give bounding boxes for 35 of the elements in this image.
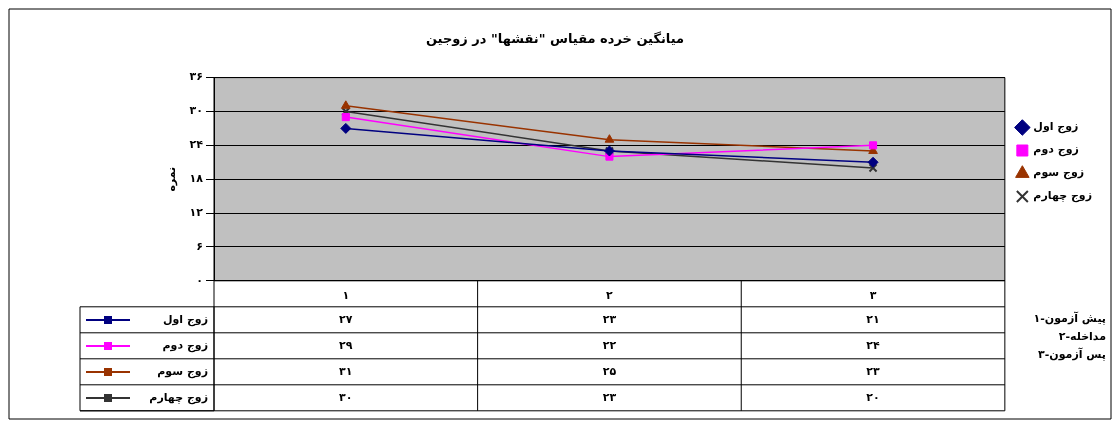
legend-label: زوج سوم [1033,166,1085,181]
y-tick-label: ۳۰ [189,104,203,118]
data-label: ۲۲ [602,338,617,352]
y-tick-label: ۳۶ [189,70,203,84]
text: زوج سوم [157,364,208,378]
data-label: ۲۴ [866,338,881,352]
data-label: ۲۵ [602,364,617,378]
legend-label: زوج چهارم [1033,189,1093,204]
data-label: ۳۱ [339,364,353,378]
x-tick-label: ۳ [869,289,877,303]
text: مداخله-۲ [1058,329,1106,343]
x-tick-label: ۲ [606,289,614,303]
data-label: ۲۹ [339,338,353,352]
y-tick-label: ۱۸ [189,172,204,186]
y-tick-label: ۰ [196,273,203,287]
legend-label: زوج اول [1033,120,1079,135]
data-label: ۲۷ [339,312,353,326]
x-tick-label: ۱ [342,289,350,303]
data-label: ۲۰ [866,390,880,404]
y-axis-title: نمره [164,166,178,192]
text: زوج اول [162,312,208,326]
text: زوج دوم [162,338,208,352]
data-label: ۲۳ [602,390,617,404]
text: پیش آزمون-۱ [1033,310,1106,325]
text: زوج چهارم [149,390,208,404]
chart-title: میانگین خرده مقیاس "نقشها" در زوجین [425,31,685,47]
legend-label: زوج دوم [1033,143,1079,158]
y-tick-label: ۶ [196,239,203,253]
data-label: ۲۳ [866,364,881,378]
data-label: ۲۱ [866,312,880,326]
text: پس آزمون-۳ [1038,346,1106,361]
data-label: ۳۰ [339,390,353,404]
y-tick-label: ۲۴ [189,138,204,152]
y-tick-label: ۱۲ [189,205,204,219]
data-label: ۲۳ [602,312,617,326]
